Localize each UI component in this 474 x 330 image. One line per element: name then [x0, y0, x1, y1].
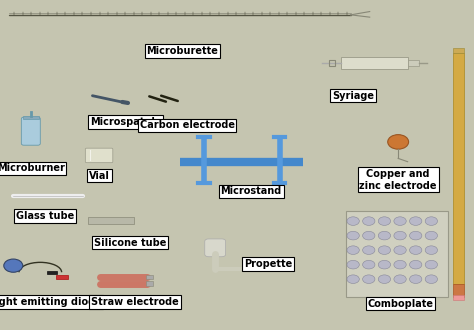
Circle shape: [378, 231, 391, 240]
Circle shape: [378, 275, 391, 283]
Text: Vial: Vial: [89, 171, 110, 181]
Circle shape: [425, 275, 438, 283]
Circle shape: [363, 217, 375, 225]
Circle shape: [347, 231, 359, 240]
Text: Microburner: Microburner: [0, 163, 65, 173]
Text: Silicone tube: Silicone tube: [94, 238, 166, 248]
Text: Microburette: Microburette: [146, 46, 219, 56]
Circle shape: [378, 217, 391, 225]
FancyBboxPatch shape: [453, 295, 464, 300]
FancyBboxPatch shape: [88, 217, 134, 224]
Circle shape: [378, 260, 391, 269]
Circle shape: [394, 231, 406, 240]
Circle shape: [347, 217, 359, 225]
FancyBboxPatch shape: [408, 60, 419, 66]
Circle shape: [347, 246, 359, 254]
Circle shape: [410, 231, 422, 240]
FancyBboxPatch shape: [146, 281, 153, 286]
FancyBboxPatch shape: [453, 284, 464, 297]
Circle shape: [425, 246, 438, 254]
Circle shape: [4, 259, 23, 272]
Circle shape: [410, 246, 422, 254]
Circle shape: [388, 135, 409, 149]
FancyBboxPatch shape: [346, 211, 448, 297]
FancyBboxPatch shape: [56, 275, 68, 279]
Circle shape: [410, 217, 422, 225]
FancyBboxPatch shape: [85, 148, 113, 163]
Circle shape: [394, 260, 406, 269]
Text: Syriage: Syriage: [332, 91, 374, 101]
Circle shape: [363, 275, 375, 283]
FancyBboxPatch shape: [47, 271, 57, 274]
Circle shape: [425, 231, 438, 240]
Text: Microstand: Microstand: [220, 186, 282, 196]
Text: Microspatula: Microspatula: [90, 117, 161, 127]
FancyBboxPatch shape: [453, 48, 464, 53]
Circle shape: [363, 231, 375, 240]
Circle shape: [363, 260, 375, 269]
Text: Glass tube: Glass tube: [16, 211, 74, 221]
Circle shape: [378, 246, 391, 254]
Circle shape: [363, 246, 375, 254]
FancyBboxPatch shape: [23, 115, 39, 119]
Circle shape: [394, 217, 406, 225]
FancyBboxPatch shape: [341, 57, 408, 69]
Text: Copper and
zinc electrode: Copper and zinc electrode: [359, 169, 437, 191]
Text: Straw electrode: Straw electrode: [91, 297, 179, 307]
Circle shape: [425, 217, 438, 225]
Circle shape: [410, 260, 422, 269]
Circle shape: [394, 246, 406, 254]
FancyBboxPatch shape: [21, 117, 40, 145]
Text: Light emitting diode: Light emitting diode: [0, 297, 101, 307]
Circle shape: [347, 275, 359, 283]
FancyBboxPatch shape: [146, 275, 153, 279]
Text: Propette: Propette: [244, 259, 292, 269]
Circle shape: [425, 260, 438, 269]
Circle shape: [394, 275, 406, 283]
Circle shape: [410, 275, 422, 283]
FancyBboxPatch shape: [453, 53, 464, 284]
Text: Carbon electrode: Carbon electrode: [140, 120, 235, 130]
Text: Comboplate: Comboplate: [367, 299, 434, 309]
Circle shape: [347, 260, 359, 269]
FancyBboxPatch shape: [205, 239, 226, 257]
